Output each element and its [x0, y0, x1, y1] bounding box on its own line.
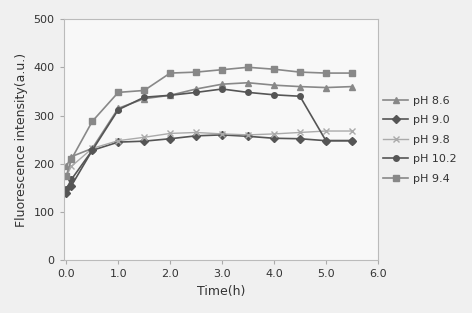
pH 8.6 — [115, 106, 121, 110]
pH 8.6 — [167, 93, 173, 97]
pH 10.2 — [167, 93, 173, 97]
pH 10.2 — [323, 139, 329, 142]
pH 10.2 — [193, 90, 199, 94]
pH 9.0 — [297, 137, 303, 141]
pH 8.6 — [89, 146, 95, 150]
pH 9.0 — [141, 139, 147, 143]
pH 10.2 — [63, 187, 69, 191]
Line: pH 10.2: pH 10.2 — [64, 86, 354, 192]
pH 10.2 — [349, 139, 354, 142]
pH 9.8 — [193, 131, 199, 134]
pH 9.4 — [193, 70, 199, 74]
Line: pH 9.4: pH 9.4 — [64, 64, 354, 179]
pH 10.2 — [68, 177, 74, 181]
Line: pH 9.0: pH 9.0 — [64, 132, 354, 196]
pH 10.2 — [245, 90, 251, 94]
pH 9.8 — [141, 136, 147, 139]
pH 8.6 — [141, 97, 147, 100]
pH 10.2 — [271, 93, 277, 97]
pH 9.4 — [167, 71, 173, 75]
pH 9.0 — [271, 136, 277, 140]
pH 9.0 — [68, 184, 74, 187]
pH 9.4 — [89, 120, 95, 123]
pH 9.0 — [89, 148, 95, 152]
pH 9.4 — [323, 71, 329, 75]
pH 8.6 — [349, 85, 354, 89]
pH 9.0 — [219, 133, 225, 137]
pH 9.8 — [89, 146, 95, 150]
pH 9.8 — [63, 174, 69, 178]
Legend: pH 8.6, pH 9.0, pH 9.8, pH 10.2, pH 9.4: pH 8.6, pH 9.0, pH 9.8, pH 10.2, pH 9.4 — [383, 96, 457, 184]
pH 10.2 — [297, 95, 303, 98]
pH 9.8 — [167, 131, 173, 135]
pH 8.6 — [297, 85, 303, 89]
pH 9.4 — [349, 71, 354, 75]
pH 9.4 — [63, 174, 69, 178]
pH 8.6 — [68, 155, 74, 158]
pH 8.6 — [219, 82, 225, 86]
pH 9.0 — [115, 140, 121, 144]
pH 9.0 — [323, 139, 329, 142]
pH 8.6 — [271, 83, 277, 87]
pH 9.8 — [297, 131, 303, 134]
pH 10.2 — [141, 95, 147, 99]
pH 9.8 — [349, 129, 354, 133]
pH 8.6 — [63, 164, 69, 168]
pH 8.6 — [245, 81, 251, 85]
pH 9.4 — [245, 65, 251, 69]
Line: pH 9.8: pH 9.8 — [63, 127, 355, 179]
pH 8.6 — [323, 86, 329, 90]
pH 9.8 — [115, 139, 121, 142]
pH 9.4 — [115, 90, 121, 94]
pH 9.4 — [219, 68, 225, 72]
pH 10.2 — [89, 148, 95, 152]
pH 9.8 — [323, 129, 329, 133]
pH 9.4 — [271, 67, 277, 71]
X-axis label: Time(h): Time(h) — [196, 285, 245, 298]
pH 9.4 — [68, 157, 74, 161]
Line: pH 8.6: pH 8.6 — [64, 80, 354, 169]
pH 9.0 — [193, 134, 199, 138]
pH 9.4 — [297, 70, 303, 74]
pH 9.8 — [245, 133, 251, 137]
pH 8.6 — [193, 87, 199, 91]
Y-axis label: Fluorescence intensity(a.u.): Fluorescence intensity(a.u.) — [15, 53, 28, 227]
pH 9.8 — [271, 132, 277, 136]
pH 9.0 — [167, 137, 173, 141]
pH 9.8 — [68, 164, 74, 168]
pH 9.0 — [349, 139, 354, 142]
pH 9.0 — [245, 135, 251, 138]
pH 9.4 — [141, 89, 147, 92]
pH 10.2 — [219, 87, 225, 91]
pH 9.0 — [63, 191, 69, 195]
pH 9.8 — [219, 132, 225, 136]
pH 10.2 — [115, 108, 121, 112]
